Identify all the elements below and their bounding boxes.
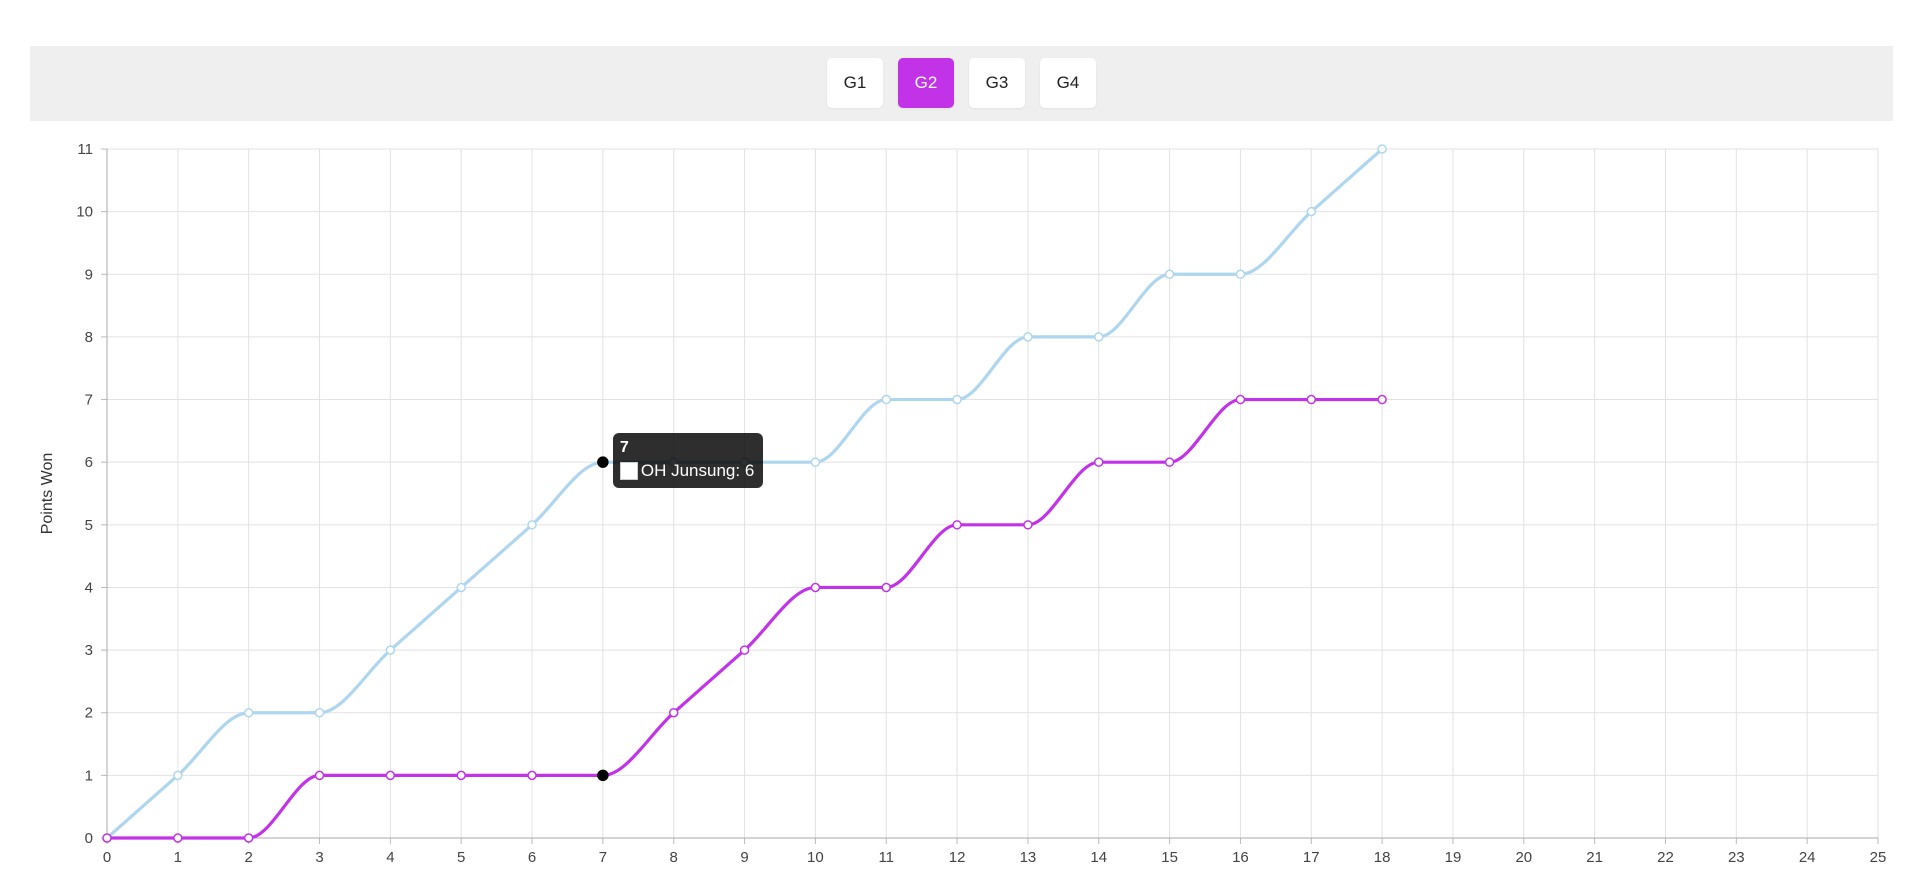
data-point — [1235, 269, 1246, 280]
data-point — [1094, 457, 1104, 467]
data-point — [1023, 332, 1033, 342]
x-tick-label: 22 — [1657, 849, 1674, 866]
data-point — [1164, 269, 1175, 280]
x-tick-label: 16 — [1232, 849, 1249, 866]
x-tick-label: 3 — [315, 849, 323, 866]
data-point — [881, 582, 891, 593]
y-tick-label: 1 — [85, 767, 93, 784]
highlighted-point — [597, 769, 609, 782]
y-tick-label: 5 — [85, 517, 93, 534]
data-point — [314, 770, 325, 781]
tooltip-row: OH Junsung: 6 — [619, 461, 755, 481]
game-tabs: G1 G2 G3 G4 — [30, 58, 1893, 108]
x-tick-label: 25 — [1870, 849, 1887, 866]
x-tick-label: 5 — [457, 849, 465, 866]
y-tick-label: 11 — [77, 141, 93, 158]
data-point — [314, 707, 325, 718]
tab-g2[interactable]: G2 — [898, 58, 954, 108]
data-point — [243, 833, 254, 843]
data-point — [1306, 394, 1317, 405]
game-tab-bar: G1 G2 G3 G4 — [30, 46, 1893, 121]
data-point — [1235, 394, 1246, 405]
data-point — [102, 833, 112, 843]
tab-g3[interactable]: G3 — [969, 58, 1025, 108]
x-tick-label: 1 — [174, 849, 182, 866]
data-point — [1023, 520, 1033, 530]
x-tick-label: 19 — [1445, 849, 1462, 866]
y-tick-label: 10 — [76, 204, 93, 221]
x-tick-label: 4 — [386, 849, 394, 866]
tooltip-label: OH Junsung: 6 — [640, 461, 755, 481]
data-point — [952, 520, 962, 530]
y-tick-label: 3 — [85, 642, 93, 659]
tooltip-title: 7 — [619, 439, 629, 457]
data-point — [173, 833, 183, 843]
data-point — [1377, 394, 1387, 405]
x-tick-label: 6 — [528, 849, 536, 866]
data-point — [810, 582, 821, 593]
y-axis-label: Points Won — [39, 453, 56, 535]
x-tick-label: 8 — [670, 849, 678, 866]
data-point — [952, 394, 962, 405]
x-tick-label: 0 — [103, 849, 111, 866]
data-point — [739, 645, 750, 655]
tab-g4[interactable]: G4 — [1040, 58, 1096, 108]
x-tick-label: 11 — [878, 849, 894, 866]
chart-axes: 0 1 2 3 4 5 6 7 8 9 10 11 12 13 14 15 16 17 18 19 20 21 22 23 24… — [76, 141, 1886, 866]
y-tick-label: 9 — [85, 266, 93, 283]
data-point — [527, 770, 537, 781]
x-tick-label: 7 — [599, 849, 607, 866]
y-tick-label: 8 — [85, 329, 93, 346]
x-tick-label: 23 — [1728, 849, 1745, 866]
x-tick-label: 24 — [1799, 849, 1816, 866]
chart-grid — [106, 148, 1879, 839]
x-tick-label: 2 — [245, 849, 253, 866]
data-point — [1164, 457, 1175, 467]
x-tick-label: 9 — [740, 849, 748, 866]
x-tick-label: 15 — [1161, 849, 1178, 866]
data-point — [527, 520, 537, 530]
tooltip-color-swatch — [619, 462, 638, 481]
y-tick-label: 4 — [85, 579, 93, 596]
x-tick-label: 12 — [949, 849, 966, 866]
data-point — [881, 394, 891, 405]
data-point — [1094, 332, 1104, 342]
x-tick-label: 20 — [1515, 849, 1532, 866]
y-tick-label: 0 — [85, 830, 93, 847]
data-point — [385, 770, 396, 781]
x-tick-label: 18 — [1374, 849, 1391, 866]
x-tick-label: 10 — [807, 849, 824, 866]
data-point — [1377, 144, 1387, 154]
data-point — [456, 770, 466, 781]
x-tick-label: 17 — [1303, 849, 1320, 866]
y-tick-label: 6 — [85, 454, 93, 471]
data-point — [668, 707, 679, 718]
data-point — [456, 582, 466, 593]
x-tick-label: 21 — [1586, 849, 1603, 866]
y-tick-label: 2 — [85, 705, 93, 722]
tab-g1[interactable]: G1 — [827, 58, 883, 108]
highlighted-point — [597, 456, 609, 468]
y-tick-label: 7 — [85, 392, 93, 409]
x-tick-label: 14 — [1090, 849, 1107, 866]
data-point — [810, 457, 821, 467]
data-point — [173, 770, 183, 781]
data-point — [1306, 206, 1317, 217]
data-point — [243, 707, 254, 718]
chart-tooltip: 7 OH Junsung: 6 — [612, 433, 764, 489]
x-tick-label: 13 — [1020, 849, 1037, 866]
data-point — [385, 645, 396, 655]
